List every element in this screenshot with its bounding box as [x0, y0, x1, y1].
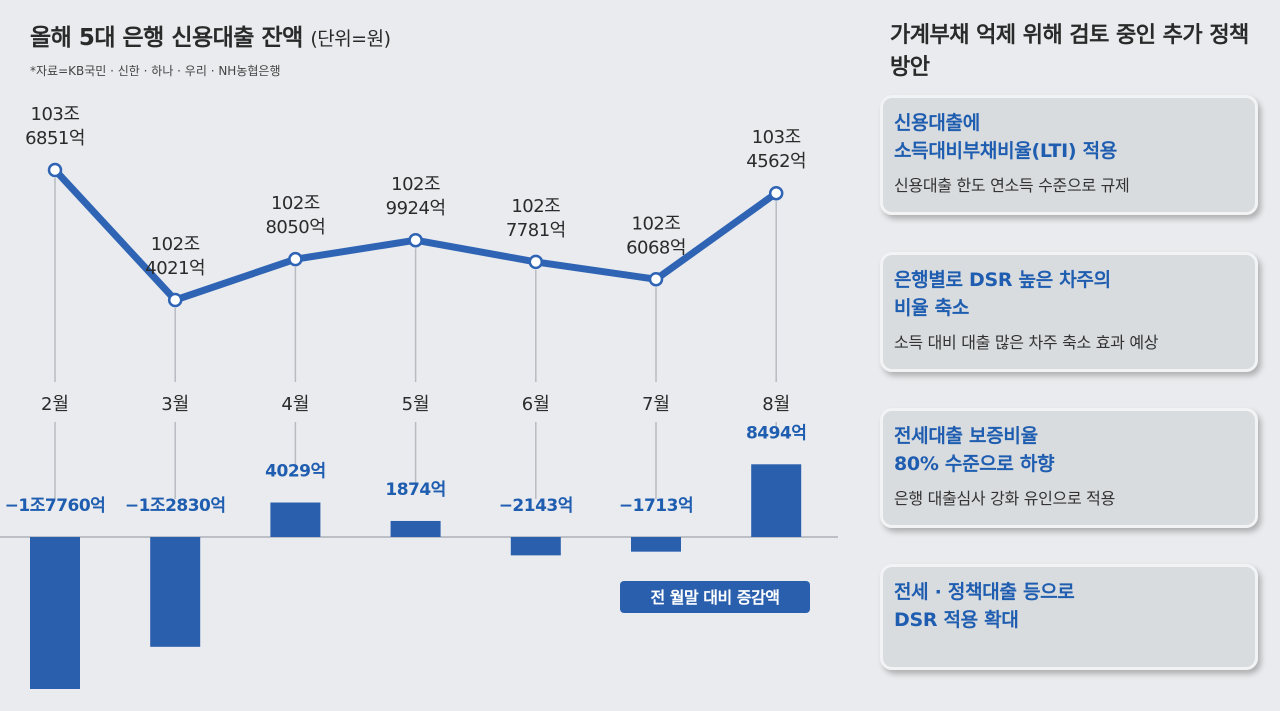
line-value-label-bottom: 6068억 [626, 237, 686, 258]
category-label: 6월 [522, 394, 550, 415]
panel-title: 가계부채 억제 위해 검토 중인 추가 정책 방안 [890, 23, 1249, 80]
policy-card-head: 전세 · 정책대출 등으로 DSR 적용 확대 [894, 581, 1075, 631]
bar-3월 [150, 537, 201, 647]
bar-5월 [390, 520, 441, 537]
bar-value-label: −1조2830억 [125, 496, 226, 516]
line-value-label-top: 102조 [632, 213, 681, 234]
policy-card-sub: 신용대출 한도 연소득 수준으로 규제 [894, 176, 1130, 195]
line-value-label-bottom: 7781억 [506, 220, 566, 241]
category-label: 3월 [161, 394, 189, 415]
bar-value-label: 8494억 [746, 423, 806, 443]
policy-card-sub: 소득 대비 대출 많은 차주 축소 효과 예상 [894, 333, 1159, 352]
bar-6월 [510, 537, 561, 556]
line-value-label-bottom: 6851억 [25, 128, 85, 149]
line-value-label-top: 103조 [752, 127, 801, 148]
source-note: *자료=KB국민 · 신한 · 하나 · 우리 · NH농협은행 [30, 64, 281, 78]
bar-4월 [270, 502, 321, 537]
line-value-label-top: 102조 [511, 196, 560, 217]
line-point [528, 254, 544, 270]
chart-title-text: 올해 5대 은행 신용대출 잔액 [30, 25, 303, 51]
policy-card-3: 전세대출 보증비율 80% 수준으로 하향 은행 대출심사 강화 유인으로 적용 [880, 408, 1258, 528]
credit-loan-chart: −1조7760억 −1조2830억 4029억 1874억 −2143억 −1713억 84… [0, 104, 838, 689]
line-value-label-top: 103조 [31, 104, 80, 125]
legend-badge [620, 581, 810, 613]
line-value-label-bottom: 8050억 [265, 217, 325, 238]
bar-7월 [631, 537, 681, 552]
bar-8월 [751, 464, 802, 537]
policy-card-4: 전세 · 정책대출 등으로 DSR 적용 확대 [880, 564, 1258, 670]
chart-unit: (단위=원) [310, 28, 391, 50]
line-value-label-bottom: 4562억 [746, 151, 806, 172]
line-point [648, 272, 664, 287]
policy-card-2: 은행별로 DSR 높은 차주의 비율 축소 소득 대비 대출 많은 차주 축소 … [880, 252, 1258, 372]
bar-2월 [30, 537, 80, 689]
line-value-label-bottom: 9924억 [386, 198, 446, 219]
bar-value-label: 4029억 [265, 462, 325, 482]
policy-card-head: 전세대출 보증비율 80% 수준으로 하향 [894, 425, 1055, 475]
category-label: 2월 [41, 394, 69, 415]
bar-value-label: −1713억 [619, 496, 693, 516]
policy-card-1: 신용대출에 소득대비부채비율(LTI) 적용 신용대출 한도 연소득 수준으로 … [880, 95, 1258, 215]
line-point [47, 162, 63, 178]
line-point [167, 292, 183, 308]
policy-card-sub: 은행 대출심사 강화 유인으로 적용 [894, 489, 1116, 508]
bar-value-label: −1조7760억 [5, 496, 106, 516]
chart-title: 올해 5대 은행 신용대출 잔액 (단위=원) [30, 18, 391, 52]
line-value-label-top: 102조 [151, 234, 200, 255]
bar-value-label: 1874억 [385, 480, 445, 500]
policy-card-head: 신용대출에 소득대비부채비율(LTI) 적용 [894, 112, 1117, 162]
legend-badge-label: 전 월말 대비 증감액 [651, 588, 780, 607]
category-label: 5월 [402, 394, 430, 415]
line-point [288, 251, 303, 267]
category-label: 7월 [642, 394, 670, 415]
policy-card-head: 은행별로 DSR 높은 차주의 비율 축소 [894, 269, 1111, 319]
line-point [408, 232, 423, 248]
line-point [768, 185, 784, 201]
line-value-label-top: 102조 [391, 174, 440, 195]
line-value-label-bottom: 4021억 [145, 258, 205, 279]
category-label: 8월 [762, 394, 790, 415]
category-label: 4월 [281, 394, 309, 415]
bar-value-label: −2143억 [499, 496, 573, 516]
line-value-label-top: 102조 [271, 193, 320, 214]
